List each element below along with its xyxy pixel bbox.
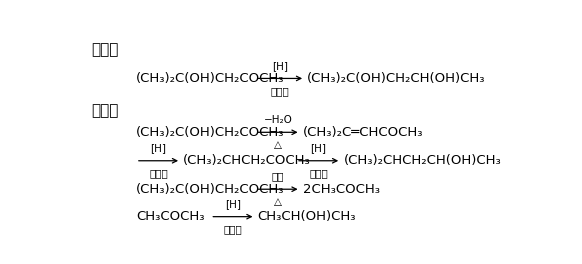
Text: 呂化剂: 呂化剂 xyxy=(149,168,168,178)
Text: 2CH₃COCH₃: 2CH₃COCH₃ xyxy=(303,183,380,196)
Text: CH₃CH(OH)CH₃: CH₃CH(OH)CH₃ xyxy=(258,210,356,223)
Text: [H]: [H] xyxy=(225,199,241,209)
Text: (CH₃)₂C═CHCOCH₃: (CH₃)₂C═CHCOCH₃ xyxy=(303,126,423,139)
Text: 呂化剂: 呂化剂 xyxy=(271,86,290,96)
Text: 呂化剂: 呂化剂 xyxy=(309,168,328,178)
Text: (CH₃)₂CHCH₂COCH₃: (CH₃)₂CHCH₂COCH₃ xyxy=(183,154,311,167)
Text: (CH₃)₂C(OH)CH₂COCH₃: (CH₃)₂C(OH)CH₂COCH₃ xyxy=(136,72,285,85)
Text: [H]: [H] xyxy=(272,61,288,71)
Text: CH₃COCH₃: CH₃COCH₃ xyxy=(136,210,204,223)
Text: △: △ xyxy=(274,197,282,207)
Text: 分解: 分解 xyxy=(272,172,284,181)
Text: [H]: [H] xyxy=(151,143,166,153)
Text: (CH₃)₂C(OH)CH₂COCH₃: (CH₃)₂C(OH)CH₂COCH₃ xyxy=(136,126,285,139)
Text: 副反应: 副反应 xyxy=(91,103,118,119)
Text: 呂化剂: 呂化剂 xyxy=(223,224,242,234)
Text: △: △ xyxy=(274,140,282,150)
Text: (CH₃)₂C(OH)CH₂COCH₃: (CH₃)₂C(OH)CH₂COCH₃ xyxy=(136,183,285,196)
Text: (CH₃)₂CHCH₂CH(OH)CH₃: (CH₃)₂CHCH₂CH(OH)CH₃ xyxy=(343,154,501,167)
Text: (CH₃)₂C(OH)CH₂CH(OH)CH₃: (CH₃)₂C(OH)CH₂CH(OH)CH₃ xyxy=(307,72,486,85)
Text: 主反应: 主反应 xyxy=(91,43,118,58)
Text: −H₂O: −H₂O xyxy=(264,115,292,125)
Text: [H]: [H] xyxy=(311,143,327,153)
